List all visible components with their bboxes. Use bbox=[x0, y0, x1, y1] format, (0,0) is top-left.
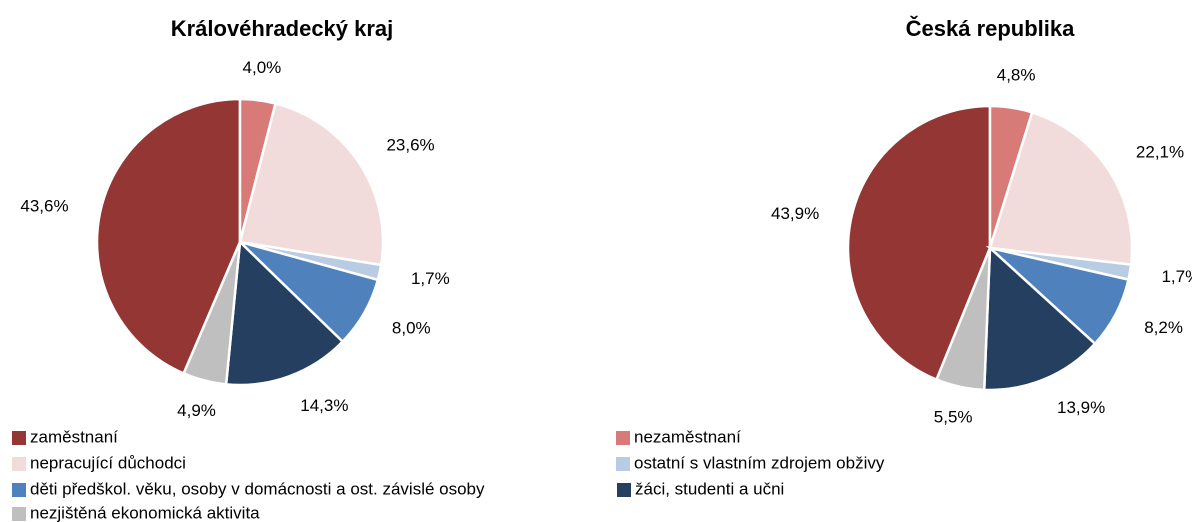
data-label: 5,5% bbox=[934, 408, 973, 427]
data-label: 14,3% bbox=[300, 396, 348, 415]
legend-label: děti předškol. věku, osoby v domácnosti … bbox=[30, 479, 485, 498]
data-label: 4,0% bbox=[243, 58, 282, 77]
legend-swatch bbox=[616, 431, 630, 445]
legend-swatch bbox=[617, 483, 631, 497]
legend-swatch bbox=[12, 457, 26, 471]
data-label: 1,7% bbox=[411, 269, 450, 288]
legend-label: zaměstnaní bbox=[30, 427, 118, 446]
data-label: 8,0% bbox=[392, 318, 431, 337]
data-label: 4,9% bbox=[177, 401, 216, 420]
data-label: 4,8% bbox=[997, 65, 1036, 84]
data-label: 43,6% bbox=[20, 196, 68, 215]
legend-label: ostatní s vlastním zdrojem obživy bbox=[634, 453, 885, 472]
data-label: 23,6% bbox=[386, 136, 434, 155]
chart-title: Královéhradecký kraj bbox=[171, 16, 394, 41]
legend-label: nepracující důchodci bbox=[30, 453, 186, 472]
pie-slice bbox=[95, 97, 242, 376]
data-label: 8,2% bbox=[1144, 318, 1183, 337]
legend-swatch bbox=[616, 457, 630, 471]
pie-slice bbox=[224, 239, 345, 387]
pie-slice bbox=[238, 101, 385, 267]
pie-slice bbox=[988, 110, 1134, 267]
legend-label: žáci, studenti a učni bbox=[635, 479, 784, 498]
legend-swatch bbox=[12, 507, 26, 521]
legend-label: nezjištěná ekonomická aktivita bbox=[30, 503, 260, 522]
legend-swatch bbox=[12, 483, 26, 497]
pie-slice bbox=[934, 247, 992, 392]
data-label: 13,9% bbox=[1057, 398, 1105, 417]
pie-slice bbox=[182, 241, 242, 386]
pie-slice bbox=[982, 245, 1097, 392]
data-label: 43,9% bbox=[771, 204, 819, 223]
chart-title: Česká republika bbox=[906, 16, 1076, 41]
data-label: 1,7% bbox=[1161, 267, 1192, 286]
pie-slice bbox=[846, 104, 992, 382]
legend-swatch bbox=[12, 431, 26, 445]
data-label: 22,1% bbox=[1136, 143, 1184, 162]
legend-label: nezaměstnaní bbox=[634, 427, 741, 446]
